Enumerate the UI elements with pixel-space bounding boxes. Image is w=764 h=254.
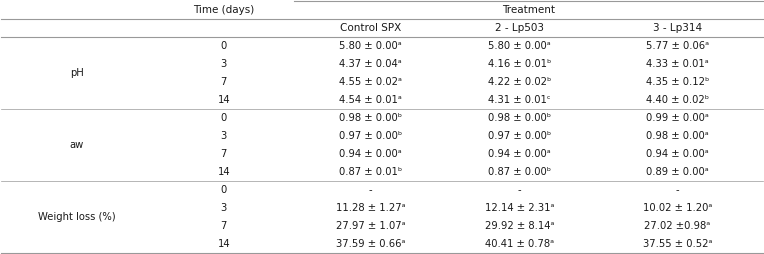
Text: 27.02 ±0.98ᵃ: 27.02 ±0.98ᵃ xyxy=(644,221,711,231)
Text: 12.14 ± 2.31ᵃ: 12.14 ± 2.31ᵃ xyxy=(484,203,554,213)
Text: 5.80 ± 0.00ᵃ: 5.80 ± 0.00ᵃ xyxy=(339,41,402,51)
Text: 3 - Lp314: 3 - Lp314 xyxy=(653,23,702,33)
Text: 10.02 ± 1.20ᵃ: 10.02 ± 1.20ᵃ xyxy=(643,203,712,213)
Text: 0: 0 xyxy=(221,185,227,195)
Text: 37.59 ± 0.66ᵃ: 37.59 ± 0.66ᵃ xyxy=(336,239,406,249)
Text: 0.97 ± 0.00ᵇ: 0.97 ± 0.00ᵇ xyxy=(339,131,402,141)
Text: 0.94 ± 0.00ᵃ: 0.94 ± 0.00ᵃ xyxy=(488,149,551,159)
Text: 7: 7 xyxy=(221,77,227,87)
Text: 0.98 ± 0.00ᵃ: 0.98 ± 0.00ᵃ xyxy=(646,131,709,141)
Text: 0.87 ± 0.00ᵇ: 0.87 ± 0.00ᵇ xyxy=(487,167,551,177)
Text: pH: pH xyxy=(70,68,84,78)
Text: Time (days): Time (days) xyxy=(193,5,254,15)
Text: Control SPX: Control SPX xyxy=(340,23,401,33)
Text: 3: 3 xyxy=(221,203,227,213)
Text: 11.28 ± 1.27ᵃ: 11.28 ± 1.27ᵃ xyxy=(335,203,406,213)
Text: 4.31 ± 0.01ᶜ: 4.31 ± 0.01ᶜ xyxy=(488,95,551,105)
Text: -: - xyxy=(675,185,679,195)
Text: 37.55 ± 0.52ᵃ: 37.55 ± 0.52ᵃ xyxy=(643,239,712,249)
Text: 4.40 ± 0.02ᵇ: 4.40 ± 0.02ᵇ xyxy=(646,95,709,105)
Text: Treatment: Treatment xyxy=(502,5,555,15)
Text: 3: 3 xyxy=(221,131,227,141)
Text: 0.97 ± 0.00ᵇ: 0.97 ± 0.00ᵇ xyxy=(487,131,551,141)
Text: 5.77 ± 0.06ᵃ: 5.77 ± 0.06ᵃ xyxy=(646,41,709,51)
Text: 0.89 ± 0.00ᵃ: 0.89 ± 0.00ᵃ xyxy=(646,167,709,177)
Text: 14: 14 xyxy=(218,239,230,249)
Text: -: - xyxy=(369,185,372,195)
Text: 0.94 ± 0.00ᵃ: 0.94 ± 0.00ᵃ xyxy=(646,149,709,159)
Text: -: - xyxy=(517,185,521,195)
Text: 4.35 ± 0.12ᵇ: 4.35 ± 0.12ᵇ xyxy=(646,77,709,87)
Text: 40.41 ± 0.78ᵃ: 40.41 ± 0.78ᵃ xyxy=(484,239,554,249)
Text: aw: aw xyxy=(70,140,84,150)
Text: 4.54 ± 0.01ᵃ: 4.54 ± 0.01ᵃ xyxy=(339,95,402,105)
Text: 7: 7 xyxy=(221,149,227,159)
Text: 3: 3 xyxy=(221,59,227,69)
Text: 14: 14 xyxy=(218,95,230,105)
Text: 0.87 ± 0.01ᵇ: 0.87 ± 0.01ᵇ xyxy=(339,167,402,177)
Text: 5.80 ± 0.00ᵃ: 5.80 ± 0.00ᵃ xyxy=(488,41,551,51)
Text: 4.37 ± 0.04ᵃ: 4.37 ± 0.04ᵃ xyxy=(339,59,402,69)
Text: 4.55 ± 0.02ᵃ: 4.55 ± 0.02ᵃ xyxy=(339,77,402,87)
Text: 14: 14 xyxy=(218,167,230,177)
Text: 0.98 ± 0.00ᵇ: 0.98 ± 0.00ᵇ xyxy=(487,113,551,123)
Text: 0.99 ± 0.00ᵃ: 0.99 ± 0.00ᵃ xyxy=(646,113,709,123)
Text: 27.97 ± 1.07ᵃ: 27.97 ± 1.07ᵃ xyxy=(335,221,406,231)
Text: 7: 7 xyxy=(221,221,227,231)
Text: 0.98 ± 0.00ᵇ: 0.98 ± 0.00ᵇ xyxy=(339,113,402,123)
Text: 2 - Lp503: 2 - Lp503 xyxy=(495,23,544,33)
Text: 0: 0 xyxy=(221,113,227,123)
Text: 4.16 ± 0.01ᵇ: 4.16 ± 0.01ᵇ xyxy=(487,59,551,69)
Text: 29.92 ± 8.14ᵃ: 29.92 ± 8.14ᵃ xyxy=(484,221,554,231)
Text: Weight loss (%): Weight loss (%) xyxy=(38,212,116,222)
Text: 4.22 ± 0.02ᵇ: 4.22 ± 0.02ᵇ xyxy=(487,77,551,87)
Text: 0.94 ± 0.00ᵃ: 0.94 ± 0.00ᵃ xyxy=(339,149,402,159)
Text: 4.33 ± 0.01ᵃ: 4.33 ± 0.01ᵃ xyxy=(646,59,709,69)
Text: 0: 0 xyxy=(221,41,227,51)
